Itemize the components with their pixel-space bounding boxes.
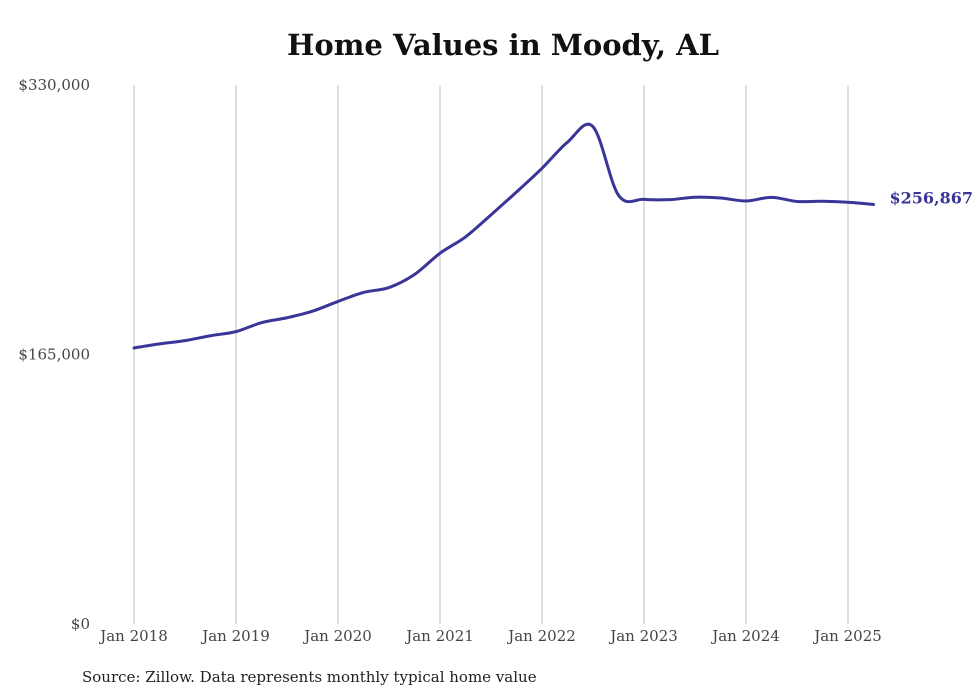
grid-lines [133,85,849,624]
x-tick-label: Jan 2024 [710,627,780,645]
source-note: Source: Zillow. Data represents monthly … [82,668,537,686]
series-layer: $256,867 [132,122,974,350]
y-axis-labels: $0 $165,000 $330,000 [18,76,90,633]
x-tick-label: Jan 2025 [812,627,882,645]
x-tick-label: Jan 2018 [98,627,168,645]
x-tick-label: Jan 2023 [608,627,678,645]
y-tick-label: $330,000 [18,76,90,94]
chart-title: Home Values in Moody, AL [287,28,719,62]
y-tick-label: $165,000 [18,346,90,364]
x-tick-label: Jan 2019 [200,627,270,645]
home-value-line [132,122,875,350]
x-axis-labels: Jan 2018 Jan 2019 Jan 2020 Jan 2021 Jan 2022… [98,627,882,645]
x-tick-label: Jan 2022 [506,627,576,645]
x-tick-label: Jan 2020 [302,627,372,645]
y-tick-label: $0 [71,615,90,633]
x-tick-label: Jan 2021 [404,627,474,645]
end-value-label: $256,867 [890,188,974,207]
